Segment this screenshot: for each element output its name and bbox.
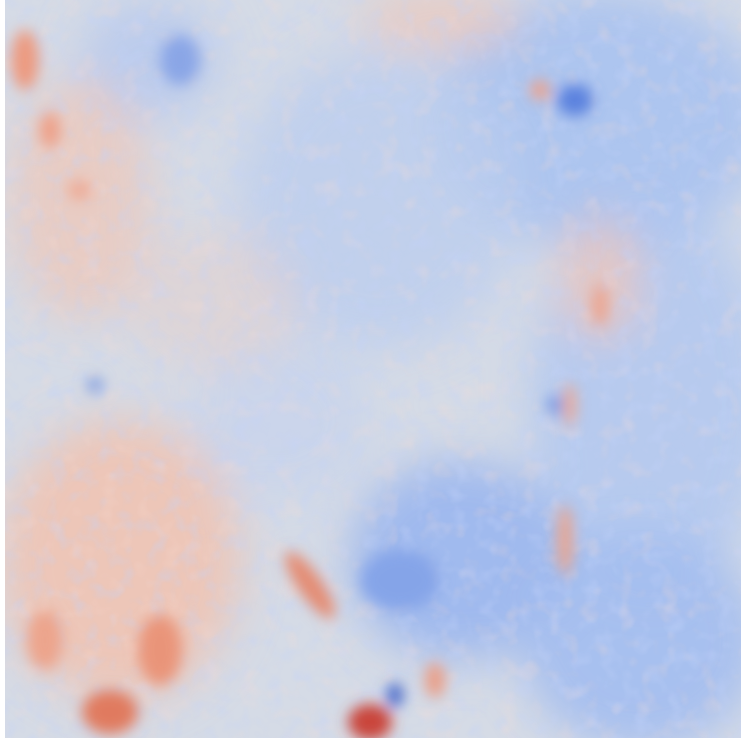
page: {} html, body { margin: 0; padding: 0; b…: [0, 0, 741, 741]
red-texture: [5, 0, 741, 738]
field-image: [0, 0, 741, 741]
heatmap: [0, 0, 741, 741]
page-body: (() => { const data = JSON.parse(documen…: [0, 0, 741, 741]
